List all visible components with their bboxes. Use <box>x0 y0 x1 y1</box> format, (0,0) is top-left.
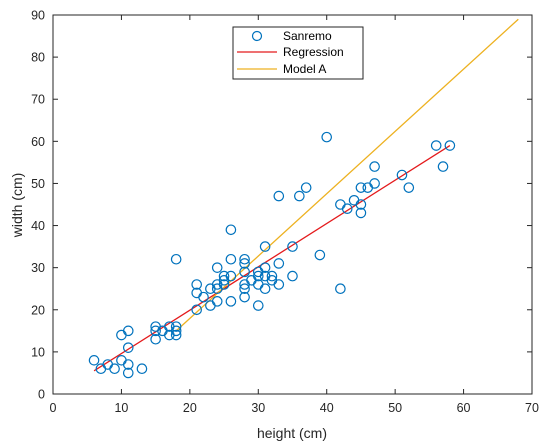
x-tick-label: 20 <box>183 401 197 415</box>
sanremo-point <box>170 329 182 341</box>
sanremo-point <box>259 262 271 273</box>
y-tick-label: 50 <box>31 177 45 191</box>
y-tick-label: 70 <box>31 93 45 107</box>
sanremo-point <box>239 291 250 303</box>
sanremo-point <box>150 333 161 345</box>
sanremo-point <box>355 182 367 193</box>
sanremo-point <box>273 190 285 202</box>
sanremo-point <box>225 270 237 282</box>
sanremo-point <box>239 283 250 295</box>
sanremo-point <box>218 270 230 282</box>
sanremo-point <box>239 266 250 278</box>
sanremo-point <box>252 300 264 311</box>
series-points <box>88 131 456 379</box>
y-tick-label: 40 <box>31 219 45 233</box>
y-tick-label: 80 <box>31 51 45 65</box>
sanremo-point <box>396 169 408 181</box>
sanremo-point <box>355 207 367 219</box>
sanremo-point <box>218 279 230 290</box>
sanremo-point <box>444 140 456 151</box>
sanremo-point <box>136 363 148 375</box>
y-tick-label: 10 <box>31 345 45 359</box>
sanremo-point <box>355 199 367 210</box>
sanremo-point <box>170 321 182 332</box>
x-tick-label: 60 <box>457 401 471 415</box>
legend-label-model-a: Model A <box>283 62 326 76</box>
x-tick-label: 70 <box>525 401 539 415</box>
sanremo-point <box>314 249 326 261</box>
y-tick-label: 0 <box>38 388 45 402</box>
sanremo-point <box>287 241 298 252</box>
x-tick-label: 50 <box>388 401 402 415</box>
x-axis-label: height (cm) <box>257 425 327 441</box>
legend-box <box>232 26 364 80</box>
sanremo-point <box>198 291 209 303</box>
y-tick-label: 20 <box>31 303 45 317</box>
sanremo-point <box>225 253 237 265</box>
sanremo-point <box>191 304 202 316</box>
y-tick-label: 90 <box>31 9 45 23</box>
sanremo-point <box>341 203 353 215</box>
sanremo-point <box>170 325 182 337</box>
x-tick-label: 40 <box>320 401 334 415</box>
sanremo-point <box>369 161 380 172</box>
y-tick-label: 60 <box>31 135 45 149</box>
sanremo-point <box>300 182 312 193</box>
sanremo-point <box>287 270 298 282</box>
sanremo-point <box>266 270 278 282</box>
y-axis: 0 10 20 30 40 50 60 70 80 90 <box>31 9 532 402</box>
legend-label-regression: Regression <box>283 45 344 59</box>
sanremo-point <box>273 279 285 290</box>
sanremo-point <box>321 131 333 143</box>
sanremo-point <box>225 296 237 307</box>
legend-label-sanremo: Sanremo <box>283 29 332 43</box>
sanremo-point <box>259 241 271 252</box>
x-axis: 0 10 20 30 40 50 60 70 <box>50 15 539 415</box>
sanremo-point <box>430 140 442 151</box>
series-lines <box>93 18 519 372</box>
sanremo-point <box>122 359 134 370</box>
sanremo-point <box>437 161 449 172</box>
sanremo-point <box>122 325 134 337</box>
sanremo-point <box>122 342 134 353</box>
sanremo-point <box>369 178 380 189</box>
sanremo-point <box>88 355 100 366</box>
y-axis-label: width (cm) <box>9 173 25 239</box>
sanremo-point <box>239 258 250 269</box>
sanremo-point <box>211 296 223 307</box>
sanremo-point <box>150 325 161 337</box>
sanremo-point <box>239 253 250 265</box>
y-tick-label: 30 <box>31 261 45 275</box>
sanremo-point <box>273 258 285 269</box>
sanremo-point <box>225 224 237 236</box>
legend-marker-sanremo <box>251 30 263 42</box>
sanremo-point <box>122 367 134 379</box>
sanremo-point <box>403 182 415 193</box>
sanremo-point <box>294 190 305 202</box>
x-tick-label: 10 <box>114 401 128 415</box>
sanremo-point <box>170 253 182 265</box>
legend: Sanremo Regression Model A <box>232 26 364 80</box>
sanremo-point <box>259 283 271 295</box>
sanremo-point <box>211 262 223 273</box>
sanremo-point <box>252 270 264 282</box>
x-tick-label: 0 <box>50 401 57 415</box>
model-a-line <box>175 18 519 332</box>
sanremo-point <box>109 363 120 375</box>
x-tick-label: 30 <box>251 401 265 415</box>
regression-line <box>93 144 451 372</box>
sanremo-point <box>335 283 346 295</box>
sanremo-point <box>191 279 202 290</box>
